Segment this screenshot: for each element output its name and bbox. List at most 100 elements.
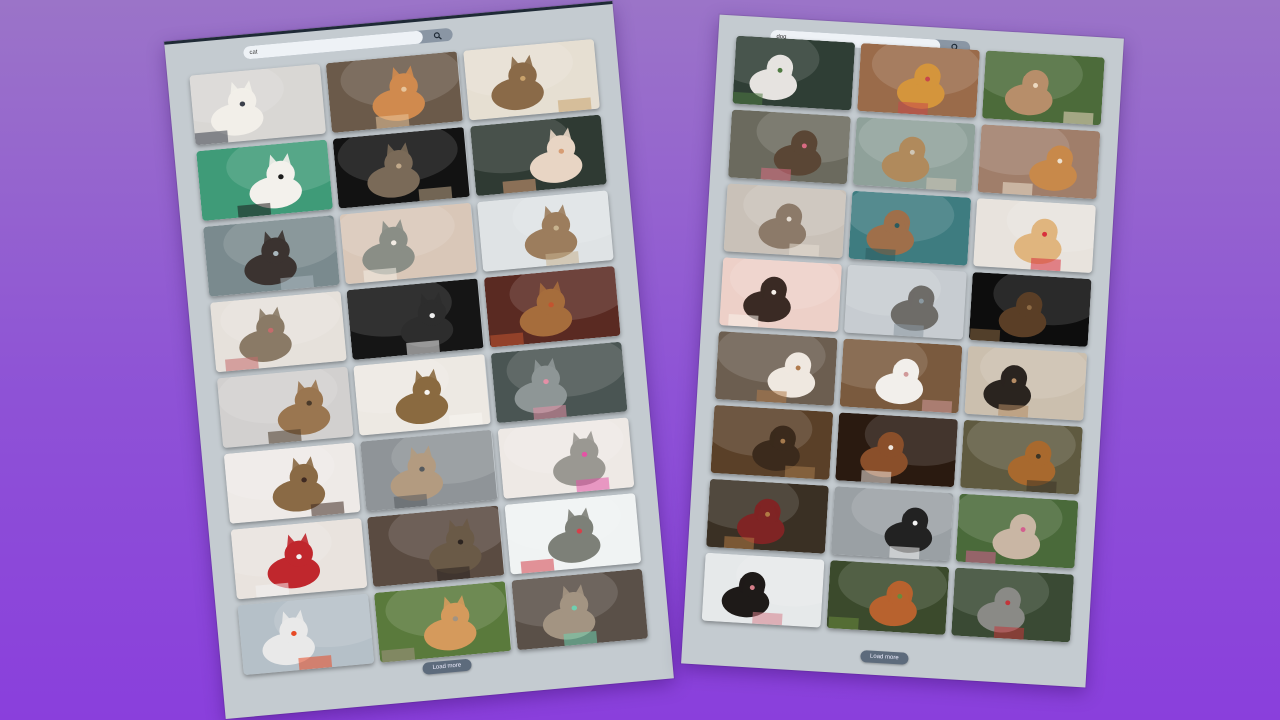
dog-photo-image bbox=[955, 493, 1079, 569]
cat-photo-cat-on-path[interactable] bbox=[374, 581, 512, 663]
cat-photo-image bbox=[469, 114, 607, 197]
cat-photo-image bbox=[326, 51, 464, 133]
dog-photo-image bbox=[852, 116, 976, 192]
cat-photo-tabby-profile[interactable] bbox=[216, 366, 354, 449]
dog-photo-dog-in-car-window[interactable] bbox=[701, 552, 825, 628]
dog-photo-grid bbox=[701, 35, 1105, 643]
dog-photo-image bbox=[706, 478, 829, 554]
dog-photo-pitbull-in-flowers[interactable] bbox=[955, 493, 1079, 569]
dog-photo-man-hugging-dog[interactable] bbox=[706, 478, 829, 554]
dog-photo-image bbox=[839, 338, 963, 414]
search-icon bbox=[433, 31, 442, 40]
cat-photo-tabby-closeup[interactable] bbox=[511, 568, 649, 651]
cat-photo-orange-cats-lying[interactable] bbox=[326, 51, 464, 133]
dog-photo-dog-on-table[interactable] bbox=[710, 404, 834, 480]
cat-photo-image bbox=[189, 63, 327, 146]
dog-photo-golden-puppy[interactable] bbox=[973, 198, 1096, 274]
cat-photo-cat-with-flowers[interactable] bbox=[504, 492, 642, 575]
cat-search-panel: Load more bbox=[164, 1, 674, 719]
dog-photo-puppy-on-beach[interactable] bbox=[964, 345, 1088, 421]
dog-search-panel: Load more bbox=[681, 14, 1124, 688]
dog-photo-dog-lying-floor[interactable] bbox=[714, 331, 838, 407]
dog-photo-dog-in-dark[interactable] bbox=[968, 272, 1092, 347]
dog-photo-image bbox=[959, 419, 1083, 495]
cat-photo-cat-on-dock[interactable] bbox=[203, 215, 341, 297]
cat-photo-image bbox=[476, 190, 614, 272]
dog-photo-image bbox=[826, 560, 950, 636]
cat-photo-tabby-on-cushion[interactable] bbox=[483, 265, 621, 348]
cat-photo-image bbox=[346, 278, 484, 360]
cat-photo-siamese-cat[interactable] bbox=[189, 63, 327, 146]
cat-photo-kitten-on-street[interactable] bbox=[360, 429, 498, 512]
cat-photo-black-white-cat[interactable] bbox=[346, 278, 484, 360]
cat-photo-image bbox=[353, 354, 491, 436]
dog-photo-three-puppies-street[interactable] bbox=[852, 116, 976, 192]
dog-photo-husky-on-street[interactable] bbox=[830, 486, 954, 562]
dog-photo-image bbox=[848, 190, 972, 266]
cat-photo-image bbox=[209, 290, 348, 373]
dog-photo-image bbox=[830, 486, 954, 562]
dog-photo-white-pitbull-floor[interactable] bbox=[839, 338, 963, 414]
dog-photo-boxer-closeup[interactable] bbox=[835, 412, 959, 488]
dog-photo-dogs-on-teal-bench[interactable] bbox=[848, 190, 972, 266]
cat-photo-image bbox=[216, 366, 354, 449]
cat-photo-image bbox=[374, 581, 512, 663]
cat-photo-hand-petting-cat[interactable] bbox=[469, 114, 607, 197]
cat-photo-cat-in-red-cart[interactable] bbox=[237, 593, 375, 676]
cat-photo-cat-on-red-blanket[interactable] bbox=[230, 517, 368, 600]
cat-search-button[interactable] bbox=[422, 28, 453, 44]
dog-photo-dogs-in-hammock[interactable] bbox=[951, 567, 1075, 643]
dog-photo-dog-licking-nose[interactable] bbox=[727, 109, 851, 185]
dog-photo-pug-in-blanket[interactable] bbox=[723, 183, 847, 259]
cat-photo-yawning-tabby[interactable] bbox=[209, 290, 348, 373]
dog-photo-image bbox=[732, 35, 856, 111]
dog-load-more-button[interactable]: Load more bbox=[859, 650, 909, 665]
cat-photo-image bbox=[504, 492, 642, 575]
dog-photo-dog-with-stick[interactable] bbox=[959, 419, 1083, 495]
dog-photo-dogs-playing-grass[interactable] bbox=[981, 50, 1105, 126]
dog-photo-spaniel-in-forest[interactable] bbox=[826, 560, 950, 636]
dog-photo-image bbox=[714, 331, 838, 407]
cat-photo-image bbox=[497, 417, 635, 499]
dog-photo-image bbox=[977, 124, 1101, 200]
cat-search-input[interactable] bbox=[242, 30, 424, 60]
cat-photo-tabby-sitting[interactable] bbox=[367, 505, 505, 588]
cat-photo-image bbox=[223, 442, 361, 524]
cat-photo-image bbox=[511, 568, 649, 651]
cat-photo-tabby-cat-dark[interactable] bbox=[332, 126, 471, 209]
cat-photo-image bbox=[196, 139, 334, 222]
dog-photo-image bbox=[843, 264, 967, 340]
cat-photo-kittens-with-toys[interactable] bbox=[497, 417, 635, 499]
dog-photo-small-white-dog-running[interactable] bbox=[732, 35, 856, 111]
cat-photo-image bbox=[230, 517, 368, 600]
dog-photo-grey-dog-lake[interactable] bbox=[843, 264, 967, 340]
cat-photo-image bbox=[332, 126, 471, 209]
dog-photo-golden-retriever-flag[interactable] bbox=[857, 43, 980, 118]
cat-photo-tuxedo-cat-green-wall[interactable] bbox=[196, 139, 334, 222]
cat-photo-image bbox=[339, 202, 477, 285]
dog-photo-image bbox=[981, 50, 1105, 126]
cat-photo-cat-in-white-kitchen[interactable] bbox=[462, 38, 600, 121]
cat-photo-image bbox=[237, 593, 375, 676]
dog-photo-image bbox=[973, 198, 1096, 274]
dog-photo-image bbox=[835, 412, 959, 488]
cat-photo-image bbox=[490, 341, 628, 424]
dog-photo-jack-russell-pink[interactable] bbox=[719, 257, 843, 333]
dog-photo-image bbox=[968, 272, 1092, 347]
cat-photo-cat-being-petted[interactable] bbox=[223, 442, 361, 524]
cat-photo-grey-cat-licking[interactable] bbox=[490, 341, 628, 424]
cat-photo-image bbox=[367, 505, 505, 588]
dog-photo-image bbox=[951, 567, 1075, 643]
dog-photo-image bbox=[710, 404, 834, 480]
cat-photo-image bbox=[360, 429, 498, 512]
dog-photo-image bbox=[723, 183, 847, 259]
cat-photo-grid bbox=[189, 38, 649, 676]
cat-photo-cat-in-basket[interactable] bbox=[476, 190, 614, 272]
cat-photo-tabby-on-blanket[interactable] bbox=[353, 354, 491, 436]
dog-photo-image bbox=[727, 109, 851, 185]
dog-photo-corgi-and-terrier[interactable] bbox=[977, 124, 1101, 200]
cat-photo-kitten-on-bed[interactable] bbox=[339, 202, 477, 285]
cat-load-more-button[interactable]: Load more bbox=[422, 658, 472, 675]
cat-photo-image bbox=[483, 265, 621, 348]
dog-photo-image bbox=[719, 257, 843, 333]
